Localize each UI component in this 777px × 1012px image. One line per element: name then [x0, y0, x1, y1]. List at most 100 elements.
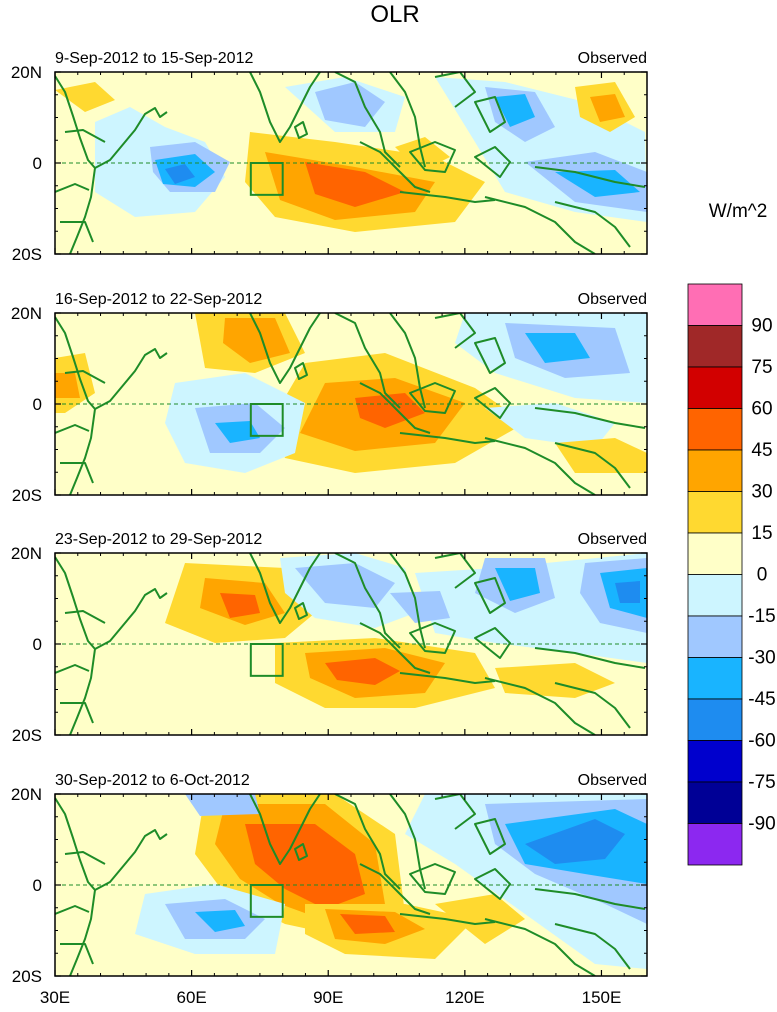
study-box: [249, 403, 284, 437]
coastline: [294, 362, 308, 380]
coastline: [534, 888, 646, 910]
coastlines: [55, 313, 646, 495]
coastline: [294, 843, 308, 861]
coastline: [294, 602, 308, 620]
colorbar-swatch: [687, 366, 743, 409]
coastline: [60, 702, 94, 724]
panel-period: 16-Sep-2012 to 22-Sep-2012: [55, 291, 262, 308]
coastline: [94, 348, 168, 410]
coastline: [334, 553, 401, 649]
y-tick-label: 20N: [11, 785, 42, 804]
anomaly-contour: [220, 593, 260, 618]
colorbar: 90 75 60 45 30 15 0 -15 -30 -45 -60 -75 -90: [687, 283, 776, 866]
anomaly-contour: [555, 438, 647, 473]
panel-tag: Observed: [578, 291, 647, 308]
anomaly-contour: [525, 819, 625, 864]
colorbar-swatch: [687, 781, 743, 824]
coastline: [399, 672, 496, 684]
coastline: [534, 166, 646, 188]
coastline: [434, 313, 476, 349]
coastline: [64, 129, 106, 143]
panel-tag: Observed: [578, 772, 647, 789]
coastline: [434, 72, 476, 108]
colorbar-label: 90: [751, 316, 772, 337]
anomaly-contour: [245, 824, 365, 909]
coastlines: [55, 72, 646, 254]
y-tick-label: 0: [33, 395, 42, 414]
colorbar-units-label: W/m^2: [709, 201, 768, 222]
anomaly-contour: [165, 164, 195, 184]
anomaly-contour: [435, 894, 525, 944]
olr-field: [55, 313, 647, 495]
coastline: [55, 424, 90, 434]
coastline: [474, 818, 506, 855]
y-tick-label: 20S: [12, 967, 42, 986]
coastline: [389, 72, 426, 168]
coastline: [55, 797, 96, 976]
coastline: [399, 191, 496, 203]
coastline: [474, 577, 506, 614]
coastline: [409, 863, 456, 895]
coastline: [55, 556, 96, 735]
anomaly-contour: [525, 333, 590, 363]
panel-tag: Observed: [578, 531, 647, 548]
coastline: [484, 196, 596, 254]
anomaly-contour: [495, 94, 535, 127]
coastline: [359, 382, 431, 434]
coastline: [399, 432, 496, 444]
x-tick-label: 150E: [582, 988, 622, 1007]
coastline: [64, 370, 106, 384]
anomaly-contour: [55, 82, 115, 112]
coastline: [409, 622, 456, 654]
colorbar-label: 60: [751, 399, 772, 420]
y-tick-label: 0: [33, 876, 42, 895]
colorbar-swatch: [687, 325, 743, 368]
coastline: [484, 918, 596, 976]
coastline: [474, 387, 511, 419]
colorbar-swatch: [687, 823, 743, 866]
panel-tag: Observed: [578, 50, 647, 67]
colorbar-swatch: [687, 698, 743, 741]
coastline: [249, 72, 321, 143]
colorbar-label: 15: [751, 523, 772, 544]
anomaly-contours: [55, 77, 647, 232]
coastline: [94, 588, 168, 650]
colorbar-label: -30: [748, 648, 775, 669]
anomaly-contours: [55, 313, 647, 473]
olr-field: [55, 72, 647, 254]
anomaly-contour: [615, 581, 640, 603]
coastline: [474, 96, 506, 133]
coastline: [64, 851, 106, 865]
colorbar-swatch: [687, 449, 743, 492]
coastline: [389, 553, 426, 649]
coastline: [94, 829, 168, 891]
map-panel: 16-Sep-2012 to 22-Sep-2012 Observed 20N 0 20…: [11, 291, 648, 505]
study-box: [249, 884, 284, 918]
anomaly-contour: [325, 658, 400, 685]
colorbar-swatch: [687, 574, 743, 617]
anomaly-contours: [165, 553, 647, 708]
colorbar-swatch: [687, 740, 743, 783]
coastline: [399, 913, 496, 925]
y-tick-label: 20S: [12, 726, 42, 745]
colorbar-swatch: [687, 408, 743, 451]
colorbar-label: 30: [751, 482, 772, 503]
coastline: [64, 610, 106, 624]
colorbar-label: -75: [748, 772, 775, 793]
coastline: [249, 553, 321, 624]
coastline: [94, 107, 168, 169]
coastline: [409, 382, 456, 414]
coastline: [249, 313, 321, 384]
anomaly-contour: [340, 914, 395, 934]
colorbar-swatch: [687, 657, 743, 700]
panel-period: 23-Sep-2012 to 29-Sep-2012: [55, 531, 262, 548]
anomaly-contour: [390, 591, 450, 623]
coastline: [484, 677, 596, 735]
coastline: [434, 794, 476, 830]
colorbar-swatch: [687, 491, 743, 534]
coastline: [55, 75, 96, 254]
map-panel: 30-Sep-2012 to 6-Oct-2012 Observed 20N 0 20S: [11, 772, 648, 986]
coastline: [359, 141, 431, 193]
coastline: [60, 462, 94, 484]
anomaly-contour: [195, 910, 245, 932]
